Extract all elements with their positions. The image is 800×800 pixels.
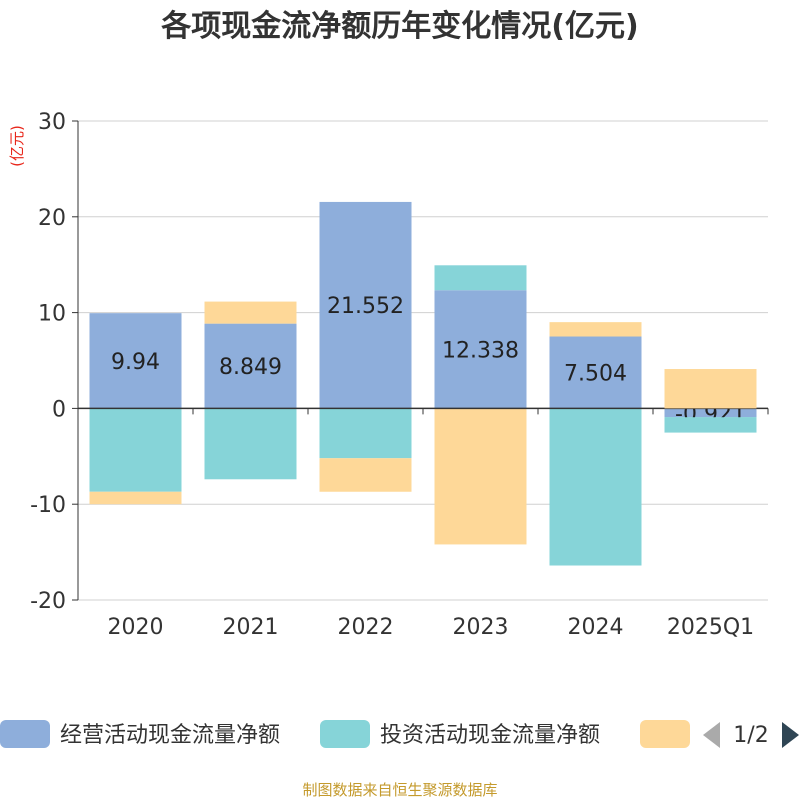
- y-tick-label: 30: [38, 110, 66, 135]
- bar-2020-series-3[interactable]: [89, 491, 182, 505]
- x-tick-label: 2025Q1: [667, 615, 754, 640]
- legend-swatch-series-2[interactable]: [320, 720, 370, 748]
- x-tick-label: 2024: [568, 615, 624, 640]
- bar-2020-series-2[interactable]: [89, 408, 182, 492]
- y-tick-label: 0: [52, 397, 66, 422]
- axes: 2020 2021 2022 2023 2024 2025Q1: [77, 121, 769, 640]
- y-axis-unit-label: (亿元): [8, 125, 26, 167]
- data-label-2023: 12.338: [442, 338, 519, 363]
- bar-2025Q1-series-2-overlay: [664, 417, 757, 433]
- legend-label-series-2[interactable]: 投资活动现金流量净额: [380, 723, 600, 748]
- source-footer: 制图数据来自恒生聚源数据库: [302, 781, 497, 799]
- legend: 经营活动现金流量净额 投资活动现金流量净额 1/2: [0, 720, 799, 748]
- legend-page-indicator: 1/2: [733, 723, 768, 748]
- x-tick-label: 2022: [338, 615, 394, 640]
- bar-2023-series-3[interactable]: [434, 408, 527, 545]
- chart-title: 各项现金流净额历年变化情况(亿元): [160, 9, 638, 44]
- legend-next-page-icon[interactable]: [782, 722, 799, 748]
- bar-2022-series-3[interactable]: [319, 458, 412, 492]
- data-label-2024: 7.504: [564, 361, 627, 386]
- data-label-2021: 8.849: [219, 355, 282, 380]
- bar-2025Q1-series-1[interactable]: [664, 408, 757, 418]
- x-tick-label: 2023: [453, 615, 509, 640]
- y-tick-label: 10: [38, 302, 66, 327]
- legend-label-series-1[interactable]: 经营活动现金流量净额: [60, 723, 280, 748]
- bar-2024-series-2[interactable]: [549, 408, 642, 566]
- data-label-2022: 21.552: [327, 294, 404, 319]
- legend-swatch-series-3[interactable]: [640, 720, 690, 748]
- bar-2024-series-3[interactable]: [549, 322, 642, 337]
- bar-2020-series-1[interactable]: [89, 313, 182, 409]
- bar-2022-series-1[interactable]: [319, 201, 412, 409]
- bars: [89, 201, 757, 566]
- legend-prev-page-icon[interactable]: [703, 722, 720, 748]
- bar-2024-series-1[interactable]: [549, 336, 642, 409]
- legend-swatch-series-1[interactable]: [0, 720, 50, 748]
- y-tick-label: 20: [38, 206, 66, 231]
- bar-2022-series-2[interactable]: [319, 408, 412, 459]
- bar-2021-series-2[interactable]: [204, 408, 297, 480]
- bar-2021-series-1[interactable]: [204, 323, 297, 409]
- x-tick-label: 2020: [108, 615, 164, 640]
- x-tick-label: 2021: [223, 615, 279, 640]
- bar-2025Q1-series-3-overlay: [664, 369, 757, 409]
- bar-2023-series-2[interactable]: [434, 265, 527, 291]
- y-tick-label: -20: [30, 589, 66, 614]
- bar-2023-series-1[interactable]: [434, 290, 527, 409]
- bar-2021-series-3[interactable]: [204, 301, 297, 324]
- y-tick-label: -10: [30, 493, 66, 518]
- data-label-2020: 9.94: [111, 350, 160, 375]
